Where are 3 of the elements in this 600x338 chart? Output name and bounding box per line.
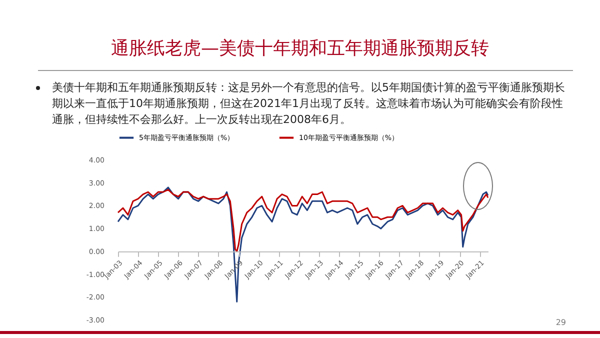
text: 29 [556, 318, 566, 327]
chart-title: 通胀纸老虎—美债十年期和五年期通胀预期反转 [110, 37, 490, 60]
chart-subtitle: 美债十年期和五年期通胀预期反转：这是另外一个有意思的信号。以5年期国债计算的盈亏平衡通胀预期长期以来一直低于10年期通胀预期，但这在2021年1月出现了反转。这意味着市场认为可能确实会有阶段性通胀，但持续性不会那么好。上一次反转出现在2008年6月。 [52, 80, 566, 128]
